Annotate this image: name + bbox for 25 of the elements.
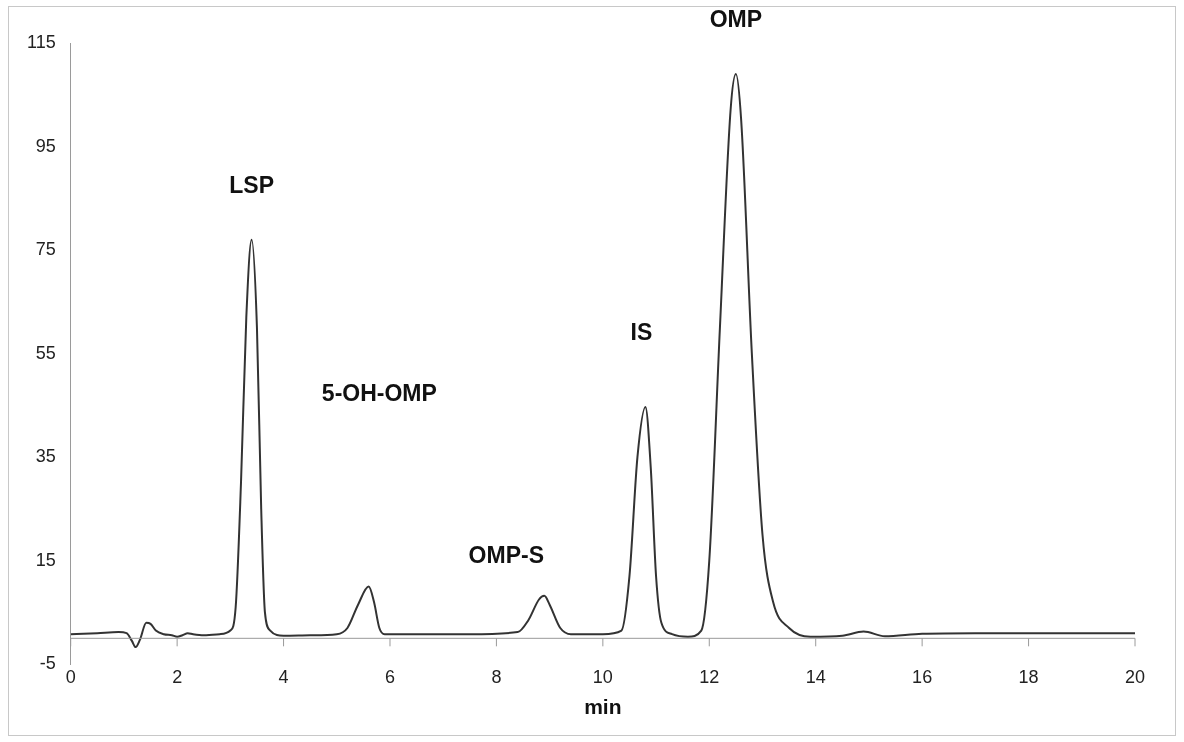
y-tick-label: 75 [35, 239, 56, 260]
x-axis-title: min [584, 695, 622, 719]
x-tick-label: 14 [805, 666, 826, 687]
x-tick-label: 8 [491, 666, 502, 687]
x-tick-label: 0 [65, 666, 76, 687]
y-tick-label: 35 [35, 446, 56, 467]
x-tick-label: 2 [172, 666, 183, 687]
line-series [70, 73, 1135, 649]
annotation: OMP [709, 5, 763, 32]
y-tick-label: 115 [26, 31, 56, 52]
x-tick-label: 20 [1124, 666, 1146, 687]
x-tick-label: 6 [384, 666, 395, 687]
y-tick-label: 95 [35, 135, 56, 156]
annotation: IS [630, 318, 653, 345]
annotation: OMP-S [468, 541, 545, 568]
annotation: 5-OH-OMP [321, 380, 437, 407]
y-tick-label: 15 [35, 549, 56, 570]
annotation: LSP [229, 171, 274, 198]
x-tick-label: 16 [912, 666, 933, 687]
y-tick-label: 55 [35, 342, 56, 363]
x-tick-label: 18 [1018, 666, 1039, 687]
x-tick-label: 4 [278, 666, 289, 687]
x-tick-label: 12 [699, 666, 720, 687]
x-tick-label: 10 [592, 666, 613, 687]
y-tick-label: -5 [39, 653, 56, 674]
